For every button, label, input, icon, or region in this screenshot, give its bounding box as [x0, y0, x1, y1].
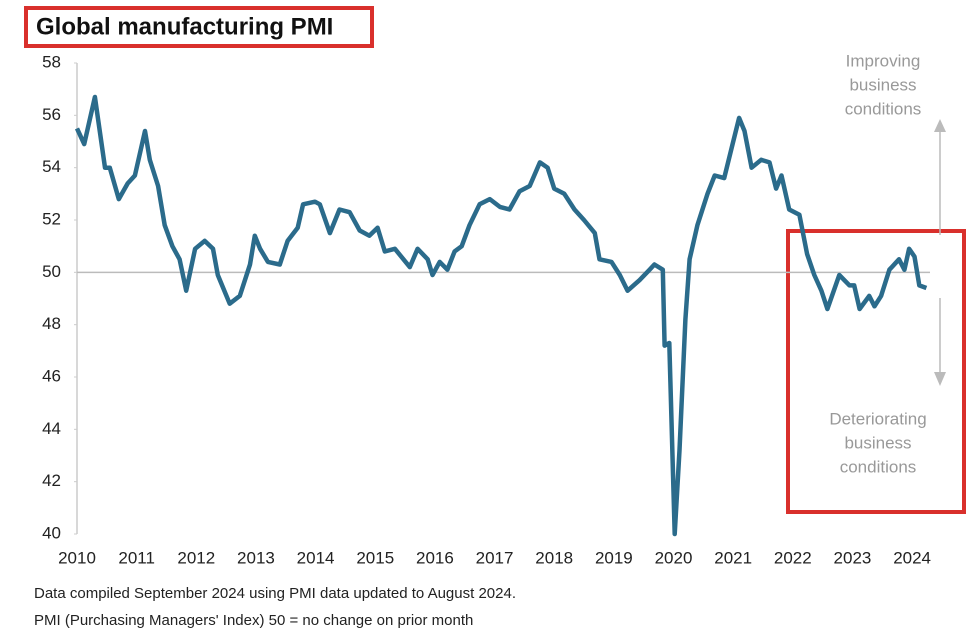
pmi-line	[74, 94, 928, 537]
y-tick-label: 48	[42, 314, 61, 333]
y-tick-label: 42	[42, 471, 61, 490]
y-tick-label: 44	[42, 419, 61, 438]
annotation: conditions	[840, 457, 917, 476]
down-arrow-head	[934, 372, 946, 386]
x-tick-label: 2022	[774, 548, 812, 567]
footnote: PMI (Purchasing Managers' Index) 50 = no…	[34, 612, 473, 629]
x-tick-label: 2023	[834, 548, 872, 567]
annotation: Improving	[846, 51, 921, 70]
highlight-box	[786, 229, 966, 514]
chart-title: Global manufacturing PMI	[36, 13, 333, 40]
title-box	[24, 6, 374, 48]
x-tick-label: 2012	[177, 548, 215, 567]
x-tick-label: 2014	[297, 548, 335, 567]
y-tick-label: 46	[42, 366, 61, 385]
x-tick-label: 2024	[893, 548, 931, 567]
annotation: conditions	[845, 99, 922, 118]
x-tick-label: 2019	[595, 548, 633, 567]
annotation: Deteriorating	[829, 409, 926, 428]
annotation: business	[844, 433, 911, 452]
y-tick-label: 52	[42, 209, 61, 228]
x-tick-label: 2016	[416, 548, 454, 567]
annotation: business	[849, 75, 916, 94]
footnote: Data compiled September 2024 using PMI d…	[34, 585, 516, 602]
y-tick-label: 58	[42, 52, 61, 71]
x-tick-label: 2021	[714, 548, 752, 567]
y-tick-label: 56	[42, 105, 61, 124]
x-tick-label: 2011	[118, 548, 155, 567]
y-tick-label: 40	[42, 523, 61, 542]
up-arrow-head	[934, 119, 946, 132]
x-tick-label: 2013	[237, 548, 275, 567]
x-tick-label: 2010	[58, 548, 96, 567]
x-tick-label: 2017	[476, 548, 514, 567]
x-tick-label: 2018	[535, 548, 573, 567]
y-tick-label: 50	[42, 262, 61, 281]
x-tick-label: 2015	[356, 548, 394, 567]
x-tick-label: 2020	[655, 548, 693, 567]
y-tick-label: 54	[42, 157, 61, 176]
